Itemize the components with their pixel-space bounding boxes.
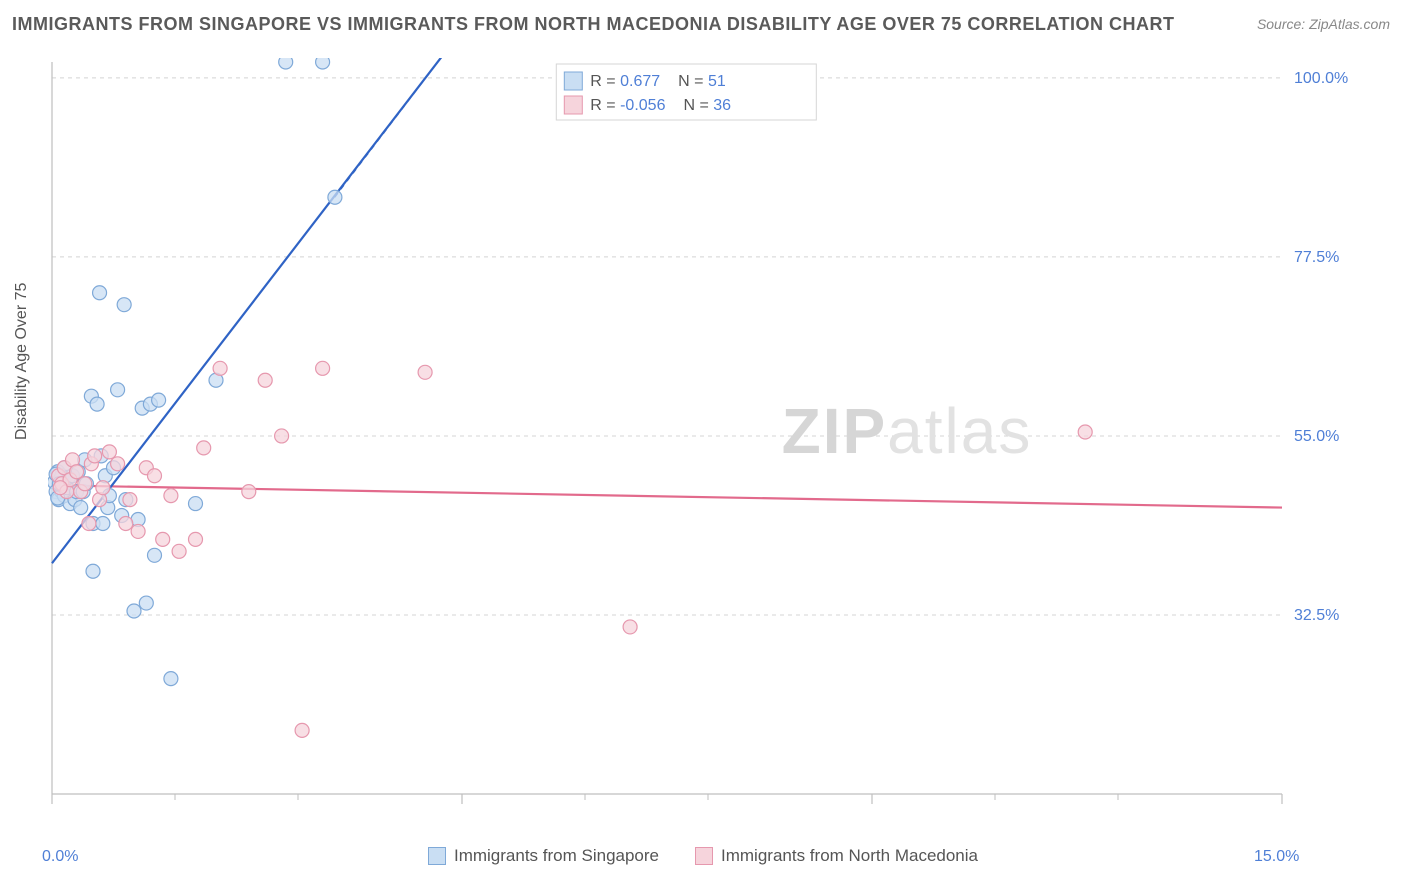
data-point (328, 190, 342, 204)
data-point (164, 489, 178, 503)
y-tick-label: 100.0% (1294, 70, 1348, 87)
data-point (189, 532, 203, 546)
chart-title: IMMIGRANTS FROM SINGAPORE VS IMMIGRANTS … (12, 14, 1175, 35)
x-axis-max-label: 15.0% (1254, 848, 1299, 866)
data-point (74, 501, 88, 515)
data-point (148, 548, 162, 562)
legend-label: Immigrants from North Macedonia (721, 846, 978, 866)
data-point (156, 532, 170, 546)
data-point (96, 481, 110, 495)
data-point (172, 544, 186, 558)
source-attribution: Source: ZipAtlas.com (1257, 16, 1390, 32)
data-point (119, 516, 133, 530)
legend-stats: R = 0.677N = 51 R = -0.056N = 36 (556, 64, 816, 120)
data-point (152, 393, 166, 407)
legend-stat-row: R = -0.056N = 36 (590, 97, 731, 114)
swatch-icon (564, 72, 582, 90)
data-point (82, 516, 96, 530)
data-point (90, 397, 104, 411)
data-point (86, 564, 100, 578)
swatch-icon (428, 847, 446, 865)
data-point (139, 596, 153, 610)
regression-line-dashed (335, 58, 487, 197)
legend-item-singapore: Immigrants from Singapore (428, 846, 659, 866)
data-point (418, 365, 432, 379)
data-point (111, 383, 125, 397)
data-point (96, 516, 110, 530)
data-point (78, 477, 92, 491)
data-point (316, 361, 330, 375)
data-point (102, 445, 116, 459)
y-axis-label: Disability Age Over 75 (13, 283, 31, 440)
data-point (316, 58, 330, 69)
data-point (123, 493, 137, 507)
watermark: ZIPatlas (782, 395, 1033, 467)
data-point (1078, 425, 1092, 439)
y-tick-label: 32.5% (1294, 607, 1339, 624)
data-point (148, 469, 162, 483)
data-point (117, 298, 131, 312)
data-point (70, 465, 84, 479)
swatch-icon (695, 847, 713, 865)
data-point (242, 485, 256, 499)
data-point (93, 286, 107, 300)
legend-stat-row: R = 0.677N = 51 (590, 73, 726, 90)
data-point (111, 457, 125, 471)
data-point (131, 524, 145, 538)
data-point (258, 373, 272, 387)
legend-item-macedonia: Immigrants from North Macedonia (695, 846, 978, 866)
data-point (275, 429, 289, 443)
data-point (623, 620, 637, 634)
data-point (127, 604, 141, 618)
data-point (88, 449, 102, 463)
data-point (295, 723, 309, 737)
y-tick-label: 55.0% (1294, 428, 1339, 445)
data-point (53, 481, 67, 495)
data-point (197, 441, 211, 455)
data-point (279, 58, 293, 69)
swatch-icon (564, 96, 582, 114)
data-point (164, 672, 178, 686)
x-axis-min-label: 0.0% (42, 848, 78, 866)
data-point (213, 361, 227, 375)
plot-area: 32.5% 55.0% 77.5% 100.0% ZIPatlas R = 0.677N … (48, 58, 1358, 818)
y-tick-label: 77.5% (1294, 249, 1339, 266)
chart-svg: 32.5% 55.0% 77.5% 100.0% ZIPatlas R = 0.677N … (48, 58, 1358, 818)
data-point (189, 497, 203, 511)
legend-label: Immigrants from Singapore (454, 846, 659, 866)
regression-line (52, 485, 1282, 507)
legend-bottom: Immigrants from Singapore Immigrants fro… (0, 846, 1406, 866)
